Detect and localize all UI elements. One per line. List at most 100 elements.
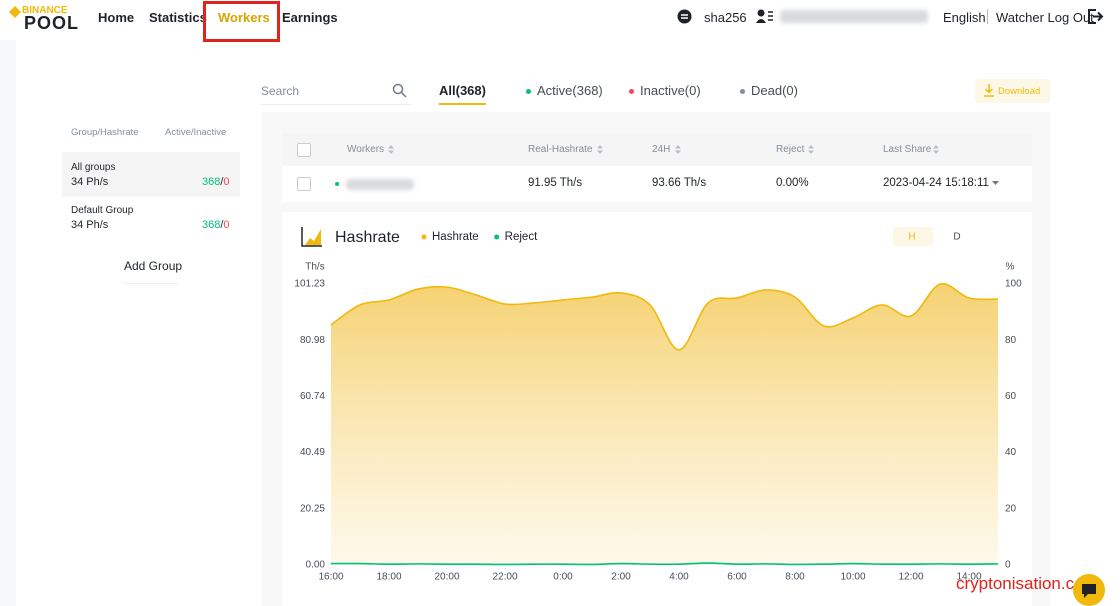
toggle[interactable]: D	[953, 232, 960, 243]
logout[interactable]: Watcher Log Out	[996, 10, 1094, 25]
status-dot	[740, 89, 745, 95]
group-name[interactable]: Default Group	[71, 205, 134, 216]
cell: 2023-04-24 15:18:11	[883, 177, 989, 189]
group-counts: 368/0	[202, 176, 230, 188]
x-tick-label: 20:00	[434, 572, 459, 583]
y-tick-label: 0.00	[306, 560, 326, 571]
y2-tick-label: 100	[1005, 279, 1022, 290]
column-header[interactable]: Workers	[347, 144, 385, 155]
checkbox[interactable]	[297, 143, 311, 157]
group-hashrate: 34 Ph/s	[71, 219, 109, 231]
tab[interactable]: Active(368)	[526, 83, 603, 98]
group-counts: 368/0	[202, 219, 230, 231]
y-tick-label: 80.98	[300, 335, 325, 346]
search-icon[interactable]	[392, 83, 407, 98]
blurred-worker-name	[346, 179, 414, 190]
chart: Hashrate H D Th/s % 0.00 20.25 40.49 60.74 8…	[294, 227, 1022, 583]
search-underline	[261, 104, 411, 105]
tab[interactable]: Dead(0)	[740, 83, 798, 98]
x-tick-label: 18:00	[376, 572, 401, 583]
column-header[interactable]: Last Share	[883, 144, 932, 155]
active-count: 368	[202, 176, 221, 188]
language[interactable]: English	[943, 10, 986, 25]
tab[interactable]: Inactive(0)	[629, 83, 701, 98]
y2-tick-label: 20	[1005, 503, 1017, 514]
toggle-bg	[893, 227, 933, 246]
count-separator: /	[220, 176, 224, 188]
tab-label: Dead(0)	[751, 83, 798, 98]
user-icon	[756, 9, 773, 23]
separator	[987, 9, 988, 24]
group-name[interactable]: All groups	[71, 162, 116, 173]
y2-tick-label: 40	[1005, 447, 1017, 458]
table-header-bg	[282, 133, 1032, 166]
highlight-box	[203, 1, 280, 42]
x-tick-label: 4:00	[669, 572, 689, 583]
cell: 93.66 Th/s	[652, 177, 707, 189]
dropdown-icon[interactable]	[992, 181, 999, 186]
x-tick-label: 8:00	[785, 572, 805, 583]
add-group-line	[124, 283, 178, 284]
status-dot	[526, 89, 531, 95]
x-tick-label: 0:00	[553, 572, 573, 583]
chart-title: Hashrate	[335, 229, 400, 246]
worker-status-dot	[335, 182, 339, 186]
toggle-active[interactable]: H	[908, 232, 915, 243]
nav-link[interactable]: Earnings	[282, 10, 338, 25]
download-icon	[984, 84, 994, 97]
nav-link-active[interactable]: Workers	[218, 10, 270, 25]
tab-underline	[439, 103, 486, 105]
sort-icon[interactable]	[388, 145, 394, 154]
cell: 91.95 Th/s	[528, 177, 583, 189]
algorithm[interactable]: sha256	[704, 10, 747, 25]
y2-tick-label: 80	[1005, 335, 1017, 346]
x-tick-label: 14:00	[956, 572, 981, 583]
tab-active[interactable]: All(368)	[439, 83, 486, 98]
x-tick-label: 12:00	[898, 572, 923, 583]
x-tick-label: 10:00	[840, 572, 865, 583]
y-unit: Th/s	[305, 262, 324, 273]
chart-icon	[301, 227, 322, 247]
nav-link[interactable]: Home	[98, 10, 135, 25]
inactive-count: 0	[223, 219, 230, 231]
y2-tick-label: 0	[1005, 560, 1011, 571]
chat-button[interactable]	[1072, 573, 1106, 606]
logo-bottom: POOL	[24, 13, 80, 33]
blurred-email	[780, 10, 928, 23]
column-header[interactable]: Reject	[776, 144, 805, 155]
y-tick-label: 40.49	[300, 447, 325, 458]
search-input[interactable]: Search	[261, 84, 300, 98]
watermark: cryptonisation.com	[956, 574, 1098, 593]
series-line	[330, 562, 999, 566]
series-line	[330, 282, 999, 351]
group-selected-bg	[62, 152, 240, 197]
legend-label: Hashrate	[432, 231, 479, 243]
sort-icon[interactable]	[675, 145, 681, 154]
group-hashrate: 34 Ph/s	[71, 176, 109, 188]
sort-icon[interactable]	[933, 145, 939, 154]
y-tick-label: 20.25	[300, 503, 325, 514]
legend-dot	[494, 234, 500, 240]
legend-dot	[421, 234, 427, 240]
inactive-count: 0	[223, 176, 230, 188]
column-header[interactable]: 24H	[652, 144, 671, 155]
y-tick-label: 60.74	[300, 391, 325, 402]
logo-top: BINANCE	[22, 5, 68, 16]
sort-icon[interactable]	[597, 145, 603, 154]
legend-label: Reject	[505, 231, 538, 243]
nav-link[interactable]: Statistics	[149, 10, 207, 25]
sort-icon[interactable]	[808, 145, 814, 154]
logout-icon[interactable]	[1087, 8, 1104, 25]
sidebar-header: Active/Inactive	[165, 127, 227, 138]
add-group[interactable]: Add Group	[124, 259, 183, 273]
column-header[interactable]: Real-Hashrate	[528, 144, 593, 155]
left-strip	[0, 40, 16, 606]
sidebar-header: Group/Hashrate	[71, 127, 139, 138]
x-tick-label: 22:00	[492, 572, 517, 583]
x-tick-label: 6:00	[727, 572, 747, 583]
checkbox[interactable]	[297, 177, 311, 191]
count-separator: /	[220, 219, 224, 231]
logo-icon	[9, 6, 21, 18]
cell: 0.00%	[776, 177, 809, 189]
